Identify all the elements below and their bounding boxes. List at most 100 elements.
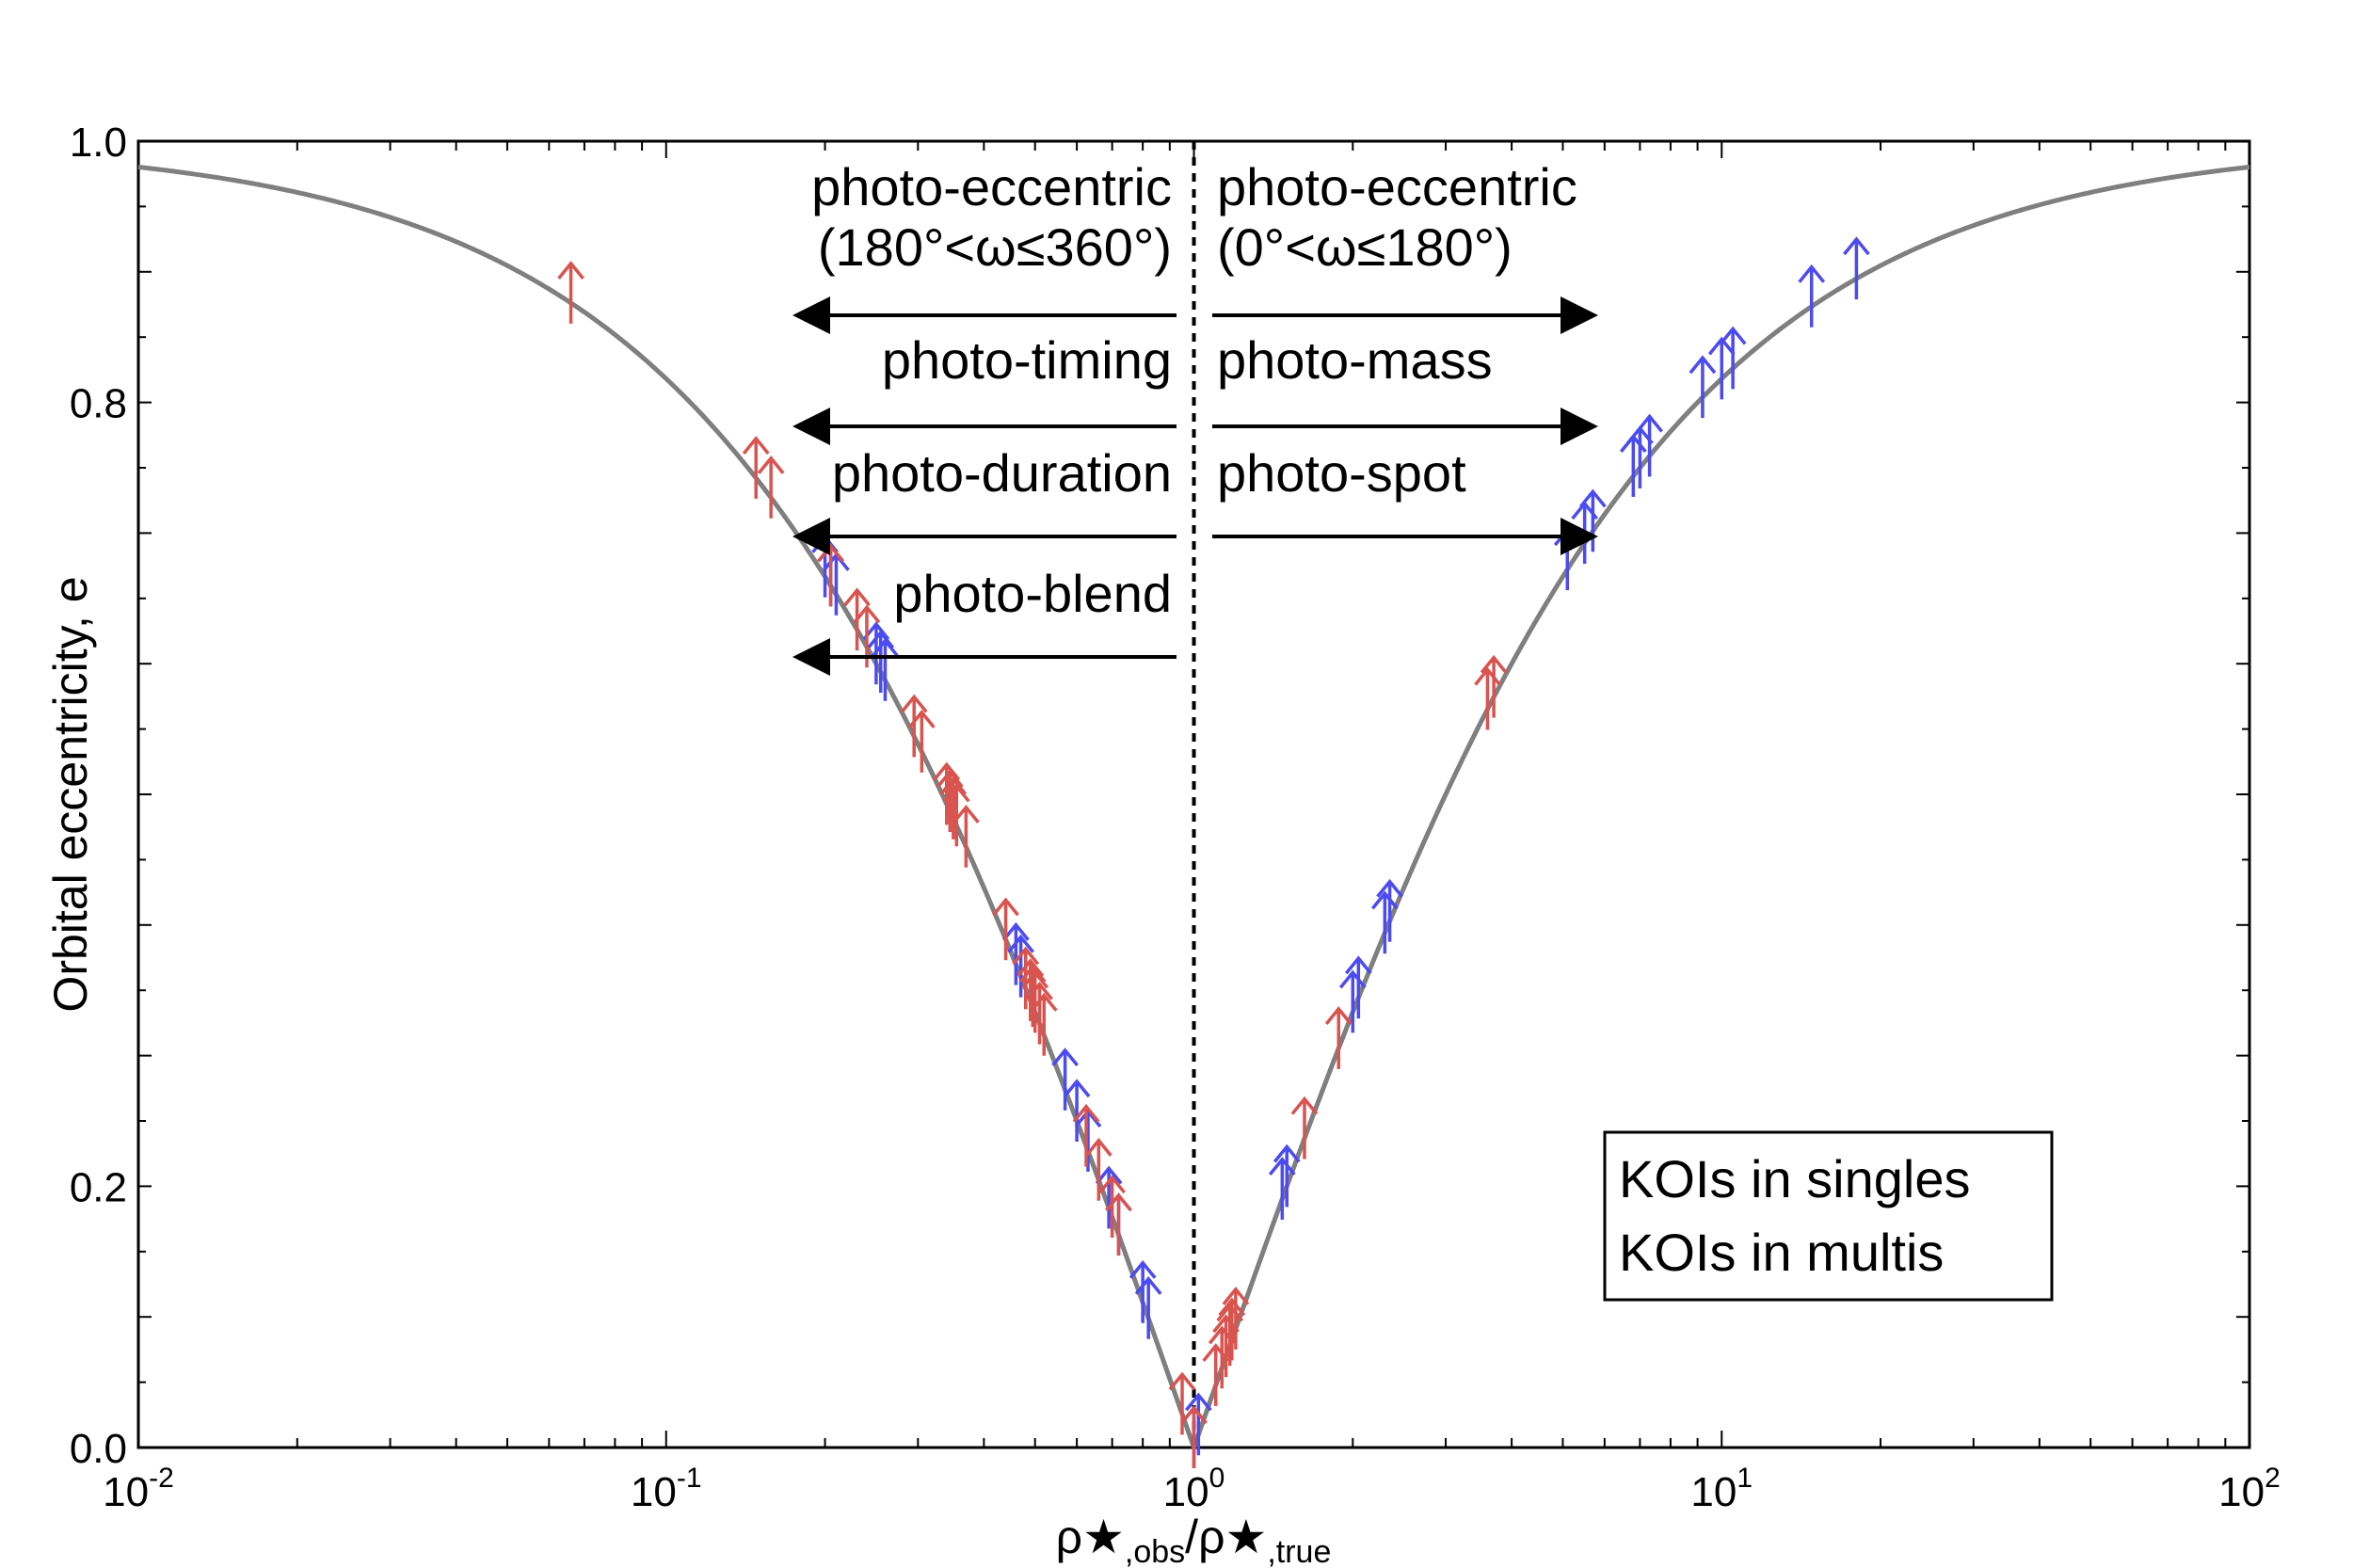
- multi-koi-point: [1216, 1303, 1244, 1367]
- limit-arrow-head: [942, 783, 970, 803]
- multi-koi-point: [742, 436, 770, 499]
- points-layer: [557, 236, 1870, 1468]
- legend-singles-label: KOIs in singles: [1619, 1149, 1971, 1208]
- single-koi-point: [872, 638, 899, 701]
- multi-koi-point: [1105, 1192, 1132, 1256]
- x-axis-label: ρ★,obs/ρ★,true: [1056, 1511, 1332, 1568]
- single-koi-point: [1128, 1260, 1157, 1323]
- limit-arrow-head: [1030, 992, 1058, 1012]
- x-tick-label: 100: [1163, 1463, 1225, 1515]
- y-axis-label: Orbital eccentricity, e: [44, 576, 97, 1012]
- multi-koi-point: [1026, 981, 1053, 1045]
- legend-box: [1603, 1130, 2054, 1302]
- legend: KOIs in singles KOIs in multis: [1603, 1130, 2054, 1302]
- annotation-left-text: photo-blend: [893, 564, 1172, 623]
- limit-arrow-head: [853, 604, 881, 624]
- single-koi-point: [1007, 934, 1034, 998]
- limit-arrow-head: [867, 630, 895, 649]
- limit-arrow-head: [933, 761, 961, 781]
- multi-koi-point: [1480, 654, 1508, 718]
- x-tick-label: 10-1: [631, 1463, 702, 1515]
- single-koi-point: [1344, 955, 1372, 1019]
- y-tick-label: 0.0: [70, 1426, 127, 1472]
- limit-arrow-head: [1324, 1006, 1353, 1025]
- single-koi-point: [1376, 878, 1403, 942]
- single-koi-point: [1707, 336, 1736, 400]
- limit-arrow-head: [1072, 1103, 1100, 1123]
- single-koi-point: [1689, 355, 1717, 419]
- annotation-right-text: (0°<ω≤180°): [1217, 217, 1513, 277]
- x-tick-base: 10: [2218, 1469, 2265, 1515]
- limit-arrow-head: [1134, 1275, 1162, 1295]
- multi-koi-point: [817, 543, 844, 607]
- multi-koi-point: [1018, 964, 1047, 1028]
- limit-arrow-head: [936, 769, 964, 789]
- single-koi-point: [1002, 921, 1030, 985]
- multi-koi-point: [1218, 1297, 1246, 1361]
- x-label-rho2: ρ: [1198, 1511, 1225, 1563]
- x-tick-label: 101: [1690, 1463, 1753, 1515]
- limit-arrow-head: [1376, 878, 1403, 898]
- limit-arrow-head: [742, 436, 770, 455]
- limit-arrow-head: [1798, 264, 1826, 283]
- limit-arrow-head: [1344, 955, 1372, 975]
- single-koi-point: [1636, 413, 1663, 477]
- x-label-sub2: ,true: [1267, 1534, 1331, 1568]
- limit-arrow-head: [1180, 1405, 1208, 1425]
- x-tick-base: 10: [631, 1469, 677, 1515]
- annotation-left-text: photo-timing: [882, 330, 1172, 390]
- single-koi-point: [1074, 1109, 1102, 1172]
- x-label-star1: ★: [1082, 1511, 1125, 1563]
- multi-koi-point: [1168, 1371, 1196, 1435]
- legend-multis-label: KOIs in multis: [1619, 1223, 1944, 1282]
- limit-arrow-head: [1636, 413, 1663, 433]
- limit-arrow-head: [1370, 890, 1399, 910]
- annotation-left-text: photo-eccentric: [811, 157, 1172, 216]
- x-tick-exponent: 1: [1737, 1463, 1753, 1494]
- limit-arrow-head: [1578, 488, 1607, 508]
- limit-arrow-head: [900, 694, 928, 713]
- limit-arrow-head: [1021, 969, 1049, 989]
- single-koi-point: [1134, 1275, 1162, 1339]
- annotation-right-text: photo-mass: [1217, 330, 1493, 390]
- y-tick-label: 1.0: [70, 120, 127, 166]
- limit-arrow-head: [1128, 1260, 1157, 1279]
- x-tick-base: 10: [103, 1469, 149, 1515]
- limit-arrow-head: [992, 897, 1019, 917]
- x-label-star2: ★: [1225, 1511, 1268, 1563]
- multi-koi-point: [1290, 1096, 1319, 1160]
- x-tick-base: 10: [1163, 1469, 1209, 1515]
- limit-arrow-head: [1002, 921, 1030, 941]
- limit-arrow-head: [1026, 981, 1053, 1000]
- limit-arrow-head: [1202, 1343, 1230, 1363]
- y-tick-label: 0.8: [70, 381, 127, 427]
- multi-koi-point: [1324, 1006, 1353, 1069]
- limit-arrow-head: [1338, 969, 1367, 989]
- y-tick-label: 0.2: [70, 1164, 127, 1210]
- limit-arrow-head: [1168, 1371, 1196, 1391]
- multi-koi-point: [900, 694, 928, 758]
- multi-koi-point: [1202, 1343, 1230, 1406]
- annotation-left-text: photo-duration: [832, 443, 1172, 503]
- x-tick-exponent: -2: [149, 1463, 174, 1494]
- single-koi-point: [1268, 1157, 1296, 1220]
- x-tick-label: 102: [2218, 1463, 2281, 1515]
- multi-koi-point: [1030, 992, 1058, 1056]
- limit-arrow-head: [1719, 326, 1747, 345]
- x-tick-exponent: 0: [1209, 1463, 1225, 1494]
- x-label-sub1: ,obs: [1125, 1534, 1185, 1568]
- limit-arrow-head: [843, 587, 871, 607]
- limit-arrow-head: [1480, 654, 1508, 674]
- multi-koi-point: [1072, 1103, 1100, 1167]
- single-koi-point: [1798, 264, 1826, 328]
- limit-arrow-head: [1063, 1079, 1091, 1098]
- multi-koi-point: [757, 455, 785, 519]
- limit-arrow-head: [1095, 1165, 1123, 1185]
- multi-koi-point: [1180, 1405, 1208, 1468]
- multi-koi-point: [1084, 1137, 1112, 1201]
- multi-koi-point: [907, 710, 936, 773]
- limit-arrow-head: [1216, 1303, 1244, 1322]
- x-tick-label: 10-2: [103, 1463, 174, 1515]
- limit-arrow-head: [872, 638, 899, 657]
- single-koi-point: [1063, 1079, 1091, 1142]
